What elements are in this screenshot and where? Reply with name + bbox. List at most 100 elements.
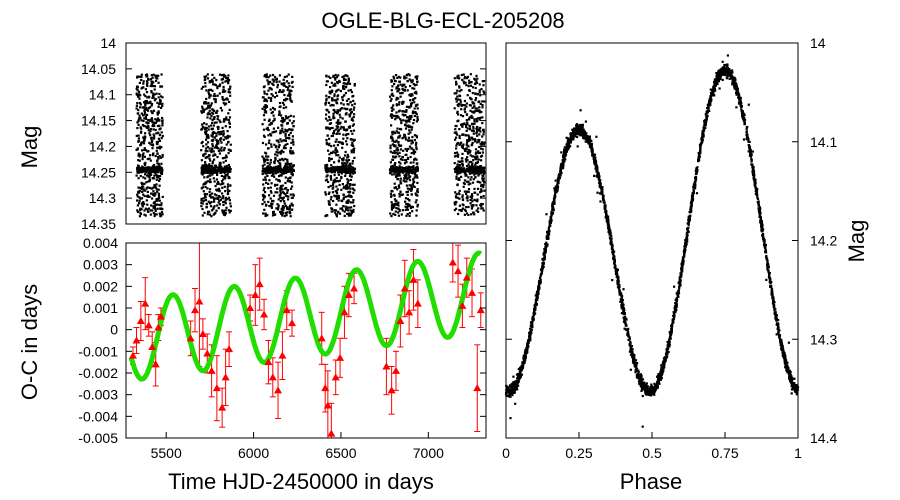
oc-xlabel: Time HJD-2450000 in days: [168, 469, 434, 494]
lightcurve-point: [401, 158, 404, 161]
lightcurve-point: [138, 101, 142, 105]
phased-point: [565, 136, 568, 139]
lightcurve-point: [405, 167, 408, 170]
lightcurve-point: [457, 192, 460, 195]
phased-point: [687, 226, 690, 229]
lightcurve-point: [156, 117, 160, 120]
lightcurve-point: [465, 105, 468, 108]
lightcurve-point: [466, 94, 469, 97]
lightcurve-point: [146, 174, 149, 177]
lightcurve-point: [473, 169, 476, 172]
lightcurve-point: [401, 209, 404, 212]
lightcurve-point: [464, 169, 467, 172]
lightcurve-point: [397, 88, 400, 91]
lightcurve-point: [398, 136, 401, 139]
lightcurve-point: [472, 130, 475, 133]
lightcurve-point: [286, 170, 289, 173]
lightcurve-point: [461, 164, 464, 167]
lightcurve-point: [479, 171, 482, 175]
lightcurve-point: [276, 86, 279, 89]
lightcurve-point: [466, 195, 469, 198]
lightcurve-point: [474, 165, 477, 168]
lightcurve-point: [467, 180, 470, 183]
lightcurve-point: [224, 118, 228, 121]
lightcurve-point: [330, 207, 333, 210]
lightcurve-point: [264, 106, 267, 109]
lightcurve-point: [149, 159, 152, 162]
lightcurve-point: [410, 139, 414, 142]
lightcurve-point: [289, 215, 292, 218]
lightcurve-point: [220, 169, 223, 173]
lightcurve-point: [274, 169, 278, 172]
lightcurve-point: [472, 211, 475, 214]
lightcurve-point: [265, 100, 269, 103]
lightcurve-point: [203, 192, 206, 196]
lightcurve-point: [224, 125, 227, 128]
lightcurve-point: [333, 82, 336, 85]
lightcurve-point: [464, 75, 467, 79]
lightcurve-point: [156, 176, 159, 179]
lightcurve-point: [290, 208, 293, 211]
lightcurve-point: [149, 84, 152, 88]
lightcurve-point: [227, 74, 230, 77]
lightcurve-ytick-label: 14.25: [81, 164, 116, 180]
lightcurve-point: [214, 166, 217, 169]
lightcurve-point: [341, 146, 344, 149]
lightcurve-point: [396, 174, 399, 177]
oc-ytick-label: 0.003: [83, 257, 118, 273]
lightcurve-point: [475, 120, 478, 123]
lightcurve-point: [344, 205, 347, 208]
lightcurve-point: [391, 168, 394, 171]
lightcurve-point: [344, 134, 348, 137]
lightcurve-point: [461, 207, 465, 210]
lightcurve-point: [155, 203, 159, 206]
lightcurve-point: [274, 157, 277, 161]
lightcurve-point: [284, 181, 287, 185]
lightcurve-point: [482, 179, 485, 182]
lightcurve-point: [144, 163, 147, 166]
lightcurve-point: [267, 89, 270, 92]
oc-point: [409, 275, 418, 283]
lightcurve-point: [275, 178, 278, 181]
lightcurve-point: [332, 112, 335, 115]
oc-ylabel: O-C in days: [17, 284, 42, 400]
lightcurve-point: [202, 110, 205, 113]
lightcurve-point: [475, 158, 478, 161]
lightcurve-point: [210, 151, 213, 154]
lightcurve-point: [343, 161, 346, 165]
lightcurve-point: [271, 202, 274, 206]
lightcurve-point: [464, 123, 468, 126]
lightcurve-point: [276, 191, 279, 194]
lightcurve-point: [160, 172, 163, 175]
lightcurve-point: [221, 90, 224, 93]
lightcurve-point: [415, 146, 418, 149]
lightcurve-point: [349, 173, 352, 176]
lightcurve-point: [278, 144, 281, 147]
lightcurve-point: [337, 122, 340, 125]
lightcurve-point: [483, 91, 486, 94]
lightcurve-point: [280, 196, 283, 200]
lightcurve-point: [276, 148, 279, 151]
lightcurve-point: [291, 122, 294, 125]
lightcurve-point: [152, 109, 156, 112]
lightcurve-point: [334, 211, 337, 214]
lightcurve-point: [394, 114, 397, 117]
lightcurve-point: [463, 208, 467, 211]
lightcurve-point: [460, 145, 464, 148]
lightcurve-point: [160, 131, 163, 134]
lightcurve-point: [467, 134, 470, 137]
lightcurve-point: [409, 79, 412, 82]
lightcurve-point: [329, 184, 332, 188]
lightcurve-point: [399, 177, 402, 180]
lightcurve-point: [469, 149, 472, 152]
oc-point: [221, 373, 230, 381]
lightcurve-point: [219, 171, 222, 174]
lightcurve-point: [135, 104, 138, 107]
lightcurve-point: [345, 159, 348, 162]
lightcurve-point: [346, 195, 349, 198]
lightcurve-point: [397, 211, 400, 214]
lightcurve-point: [139, 197, 142, 200]
lightcurve-point: [216, 181, 220, 184]
lightcurve-point: [205, 75, 208, 78]
lightcurve-point: [413, 170, 416, 173]
